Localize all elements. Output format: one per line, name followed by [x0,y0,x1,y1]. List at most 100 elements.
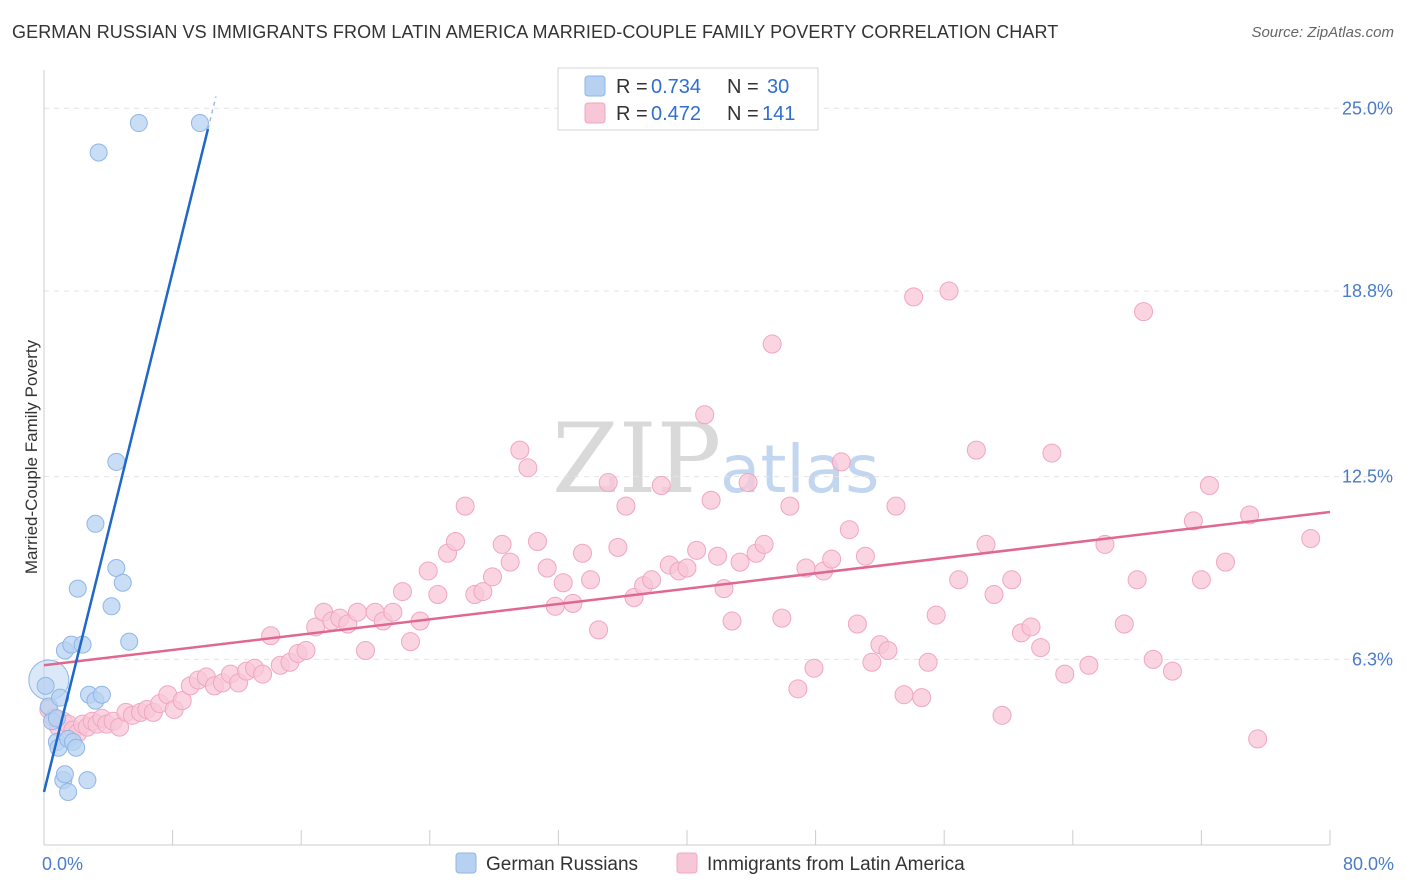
legend-label-german-russians: German Russians [486,854,638,875]
german-russians-point-25 [113,573,132,592]
immigrants-point-88 [730,552,750,572]
immigrants-point-92 [762,334,782,354]
immigrants-point-119 [1002,570,1022,590]
immigrants-point-137 [1248,729,1268,749]
immigrants-point-48 [383,602,403,622]
stats-r-label-0: R = [616,76,648,98]
trendline-german-russians [42,128,210,793]
immigrants-point-109 [904,287,924,307]
german-russians-point-21 [92,685,111,704]
immigrants-point-38 [296,641,316,661]
immigrants-point-58 [473,582,493,602]
stats-r-value-0: 0.734 [651,76,701,98]
immigrants-point-129 [1134,302,1154,322]
immigrants-point-83 [695,405,715,425]
trendline-german-russians-extension [207,96,217,130]
immigrants-point-133 [1191,570,1211,590]
immigrants-point-131 [1162,661,1182,681]
immigrants-point-72 [598,473,618,493]
immigrants-point-78 [651,475,671,495]
german-russians-point-0 [36,676,55,695]
immigrants-point-106 [878,641,898,661]
stats-swatch-german-russians [584,75,606,97]
immigrants-point-49 [392,582,412,602]
immigrants-point-121 [1021,617,1041,637]
immigrants-point-103 [855,546,875,566]
immigrants-point-84 [701,490,721,510]
immigrants-point-71 [589,620,609,640]
immigrants-point-135 [1216,552,1236,572]
y-tick-label-1: 12.5% [1342,467,1393,487]
immigrants-point-95 [788,679,808,699]
stats-n-value-0: 30 [767,76,789,98]
immigrants-point-99 [822,549,842,569]
german-russians-point-22 [102,597,121,616]
immigrants-point-104 [862,652,882,672]
immigrants-point-118 [992,705,1012,725]
stats-n-value-1: 141 [762,103,795,125]
immigrants-point-62 [510,440,530,460]
immigrants-point-113 [939,281,959,301]
immigrants-point-127 [1114,614,1134,634]
immigrants-point-101 [839,520,859,540]
immigrants-point-97 [804,658,824,678]
stats-r-label-1: R = [616,103,648,125]
x-tick-label-end: 80.0% [1343,854,1394,874]
immigrants-point-136 [1240,505,1260,525]
immigrants-point-23 [172,691,192,711]
y-tick-label-3: 25.0% [1342,98,1393,118]
immigrants-point-125 [1079,655,1099,675]
y-tick-label-2: 18.8% [1342,281,1393,301]
stats-r-value-1: 0.472 [651,103,701,125]
immigrants-point-53 [428,585,448,605]
immigrants-point-117 [984,585,1004,605]
x-tick-label-start: 0.0% [42,854,83,874]
watermark: ZIP atlas [552,403,880,515]
series-legend: German Russians Immigrants from Latin Am… [455,852,965,875]
german-russians-point-20 [86,514,105,533]
immigrants-point-82 [687,540,707,560]
german-russians-point-15 [68,579,87,598]
immigrants-point-52 [418,561,438,581]
immigrants-point-122 [1031,638,1051,658]
chart-title: GERMAN RUSSIAN VS IMMIGRANTS FROM LATIN … [12,22,1059,42]
german-russians-point-27 [89,143,108,162]
immigrants-point-112 [926,605,946,625]
watermark-zip: ZIP [552,403,721,515]
immigrants-point-70 [581,570,601,590]
stats-n-label-1: N = [727,103,759,125]
immigrants-point-102 [847,614,867,634]
immigrants-point-50 [401,632,421,652]
y-tick-label-0: 6.3% [1352,649,1393,669]
source-credit: Source: ZipAtlas.com [1251,24,1394,41]
immigrants-point-67 [553,573,573,593]
immigrants-point-107 [886,496,906,516]
immigrants-point-87 [722,611,742,631]
german-russians-point-8 [55,765,74,784]
stats-legend: R = 0.734 N = 30 R = 0.472 N = 141 [557,67,819,131]
immigrants-point-33 [253,664,273,684]
legend-label-immigrants: Immigrants from Latin America [707,854,965,875]
legend-swatch-german-russians [455,852,477,874]
immigrants-point-138 [1301,529,1321,549]
gridlines [44,107,1395,660]
immigrants-point-69 [573,543,593,563]
immigrants-point-111 [918,652,938,672]
stats-swatch-immigrants [584,102,606,124]
immigrants-point-64 [528,531,548,551]
immigrants-point-110 [912,688,932,708]
watermark-atlas: atlas [720,431,880,508]
immigrants-point-93 [772,608,792,628]
immigrants-point-91 [754,534,774,554]
immigrants-point-59 [482,567,502,587]
german-russians-point-9 [59,782,78,801]
trendline-immigrants-from-latin-america [43,510,1331,667]
immigrants-point-100 [831,452,851,472]
immigrants-point-134 [1199,475,1219,495]
x-ticks [43,830,1331,845]
immigrants-point-45 [356,641,375,661]
immigrants-point-65 [537,558,557,578]
series-german-russians [28,114,209,801]
immigrants-point-124 [1055,664,1075,684]
